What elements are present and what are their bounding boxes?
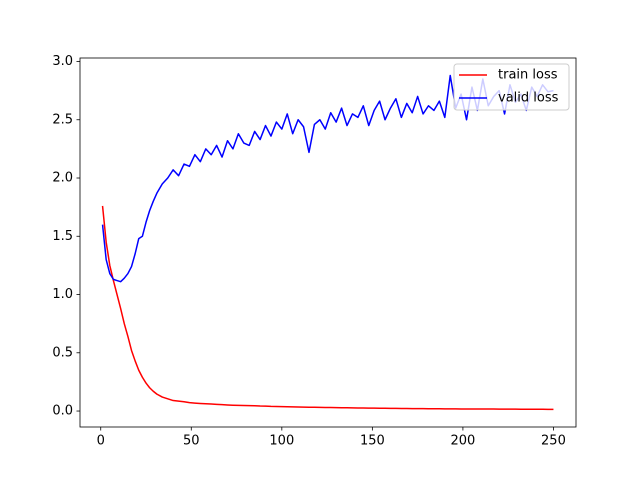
legend-label: valid loss: [498, 91, 559, 106]
y-tick-label: 2.5: [52, 112, 73, 127]
x-tick-label: 150: [360, 434, 385, 449]
x-tick-label: 250: [541, 434, 566, 449]
series-line: [101, 205, 554, 411]
y-tick-label: 1.5: [52, 229, 73, 244]
legend-label: train loss: [498, 68, 558, 83]
x-tick-label: 50: [183, 434, 200, 449]
y-tick-label: 3.0: [52, 54, 73, 69]
y-tick-label: 1.0: [52, 287, 73, 302]
y-tick-label: 2.0: [52, 171, 73, 186]
y-tick-label: 0.5: [52, 345, 73, 360]
x-tick-label: 200: [450, 434, 475, 449]
y-tick-label: 0.0: [52, 404, 73, 419]
x-tick-label: 100: [269, 434, 294, 449]
x-tick-label: 0: [97, 434, 105, 449]
legend: train loss valid loss: [453, 63, 570, 111]
plot-frame: [79, 57, 577, 428]
